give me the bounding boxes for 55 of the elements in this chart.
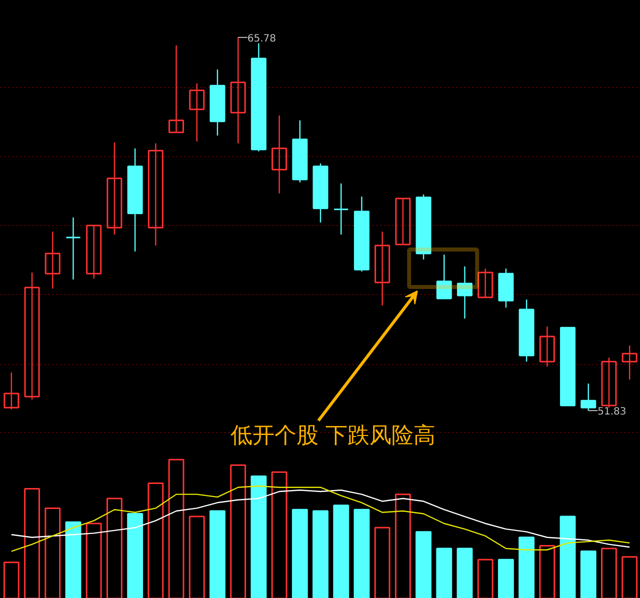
bar: [44, 507, 61, 598]
bar: [3, 562, 20, 598]
candlestick: [230, 36, 246, 144]
candlestick: [395, 198, 411, 246]
candlestick: [478, 268, 494, 298]
candlestick: [4, 372, 20, 410]
bar: [416, 531, 432, 598]
bar: [106, 498, 122, 598]
annotation: 65.78: [247, 33, 276, 44]
bar: [250, 476, 267, 598]
bar: [210, 510, 226, 598]
candlestick: [44, 231, 60, 290]
candlestick: [374, 231, 390, 306]
bar: [622, 556, 638, 598]
bar: [374, 526, 390, 598]
candlestick: [106, 142, 122, 236]
bar: [333, 504, 350, 598]
annotation: 低开个股 下跌风险高: [230, 424, 436, 448]
candlestick: [436, 254, 452, 300]
bar: [271, 471, 288, 598]
candlestick: [539, 326, 555, 368]
bar: [436, 548, 452, 598]
bar: [477, 558, 494, 598]
candlestick: [65, 216, 81, 280]
bar: [65, 521, 82, 598]
bar: [86, 522, 102, 598]
candlestick: [580, 382, 596, 412]
candlestick: [622, 344, 638, 380]
bar: [498, 558, 514, 598]
bar: [230, 464, 246, 598]
candlestick: [333, 182, 349, 236]
candlestick: [456, 266, 472, 320]
bar: [148, 482, 164, 598]
annotation: 51.83: [598, 406, 626, 418]
bar: [168, 458, 184, 598]
candlestick: [272, 114, 288, 194]
bar: [188, 516, 205, 598]
bar: [456, 548, 473, 598]
bar: [127, 513, 144, 598]
candlestick: [189, 82, 205, 142]
bar: [394, 494, 411, 598]
bar: [539, 544, 556, 598]
candlestick: [24, 272, 40, 400]
bar: [518, 536, 535, 598]
candlestick: [148, 142, 164, 246]
bar: [24, 488, 40, 598]
candlestick: [168, 44, 184, 134]
candlestick: [601, 357, 617, 408]
candlestick: [86, 224, 102, 280]
bar: [601, 548, 617, 598]
bar: [580, 550, 596, 598]
bar: [292, 508, 308, 598]
bar: [560, 516, 576, 598]
bar: [312, 510, 328, 598]
bar: [354, 508, 370, 598]
